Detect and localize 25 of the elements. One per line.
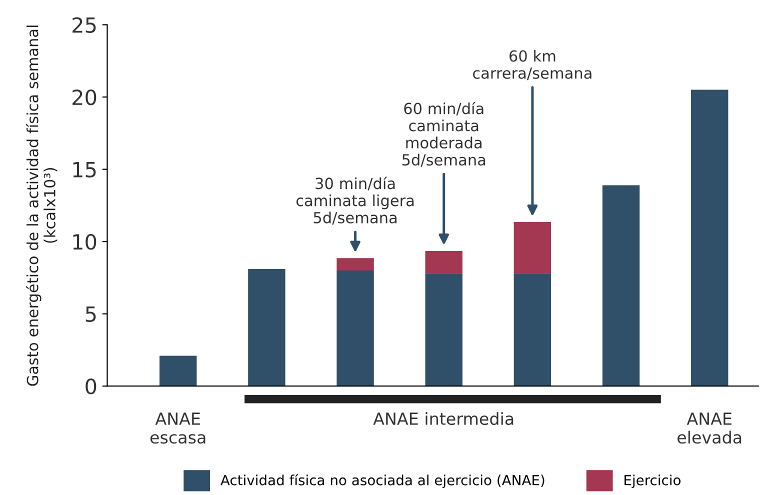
y-tick-label: 15	[73, 162, 96, 178]
bar	[336, 258, 374, 270]
text: ANAE elevada	[678, 412, 742, 444]
y-tick-label: 25	[72, 17, 96, 33]
bar	[602, 185, 640, 386]
annotation: 60 km carrera/semana	[473, 50, 592, 80]
bar	[514, 273, 552, 386]
annotation: 30 min/día caminata ligera 5d/semana	[296, 176, 414, 225]
bar	[425, 250, 462, 274]
y-tick-label: 10	[73, 234, 96, 250]
bar	[514, 222, 552, 274]
bar	[160, 356, 197, 386]
y-tick-label: 0	[86, 378, 96, 394]
y-axis-title: Gasto energético de la actividad física semanal (kcalx10³)	[26, 26, 58, 386]
legend-label: Ejercicio	[624, 474, 680, 488]
bar	[691, 90, 728, 386]
text: ANAE intermedia	[373, 412, 514, 426]
bar	[336, 270, 374, 386]
bar	[248, 269, 286, 386]
y-tick-label: 5	[86, 306, 96, 322]
annotation: 60 min/día caminata moderada 5d/semana	[402, 102, 486, 167]
legend-label: Actividad física no asociada al ejercicio (ANAE)	[220, 474, 544, 488]
bar	[425, 273, 462, 386]
text: ANAE escasa	[150, 412, 206, 444]
y-tick-label: 20	[72, 89, 96, 106]
